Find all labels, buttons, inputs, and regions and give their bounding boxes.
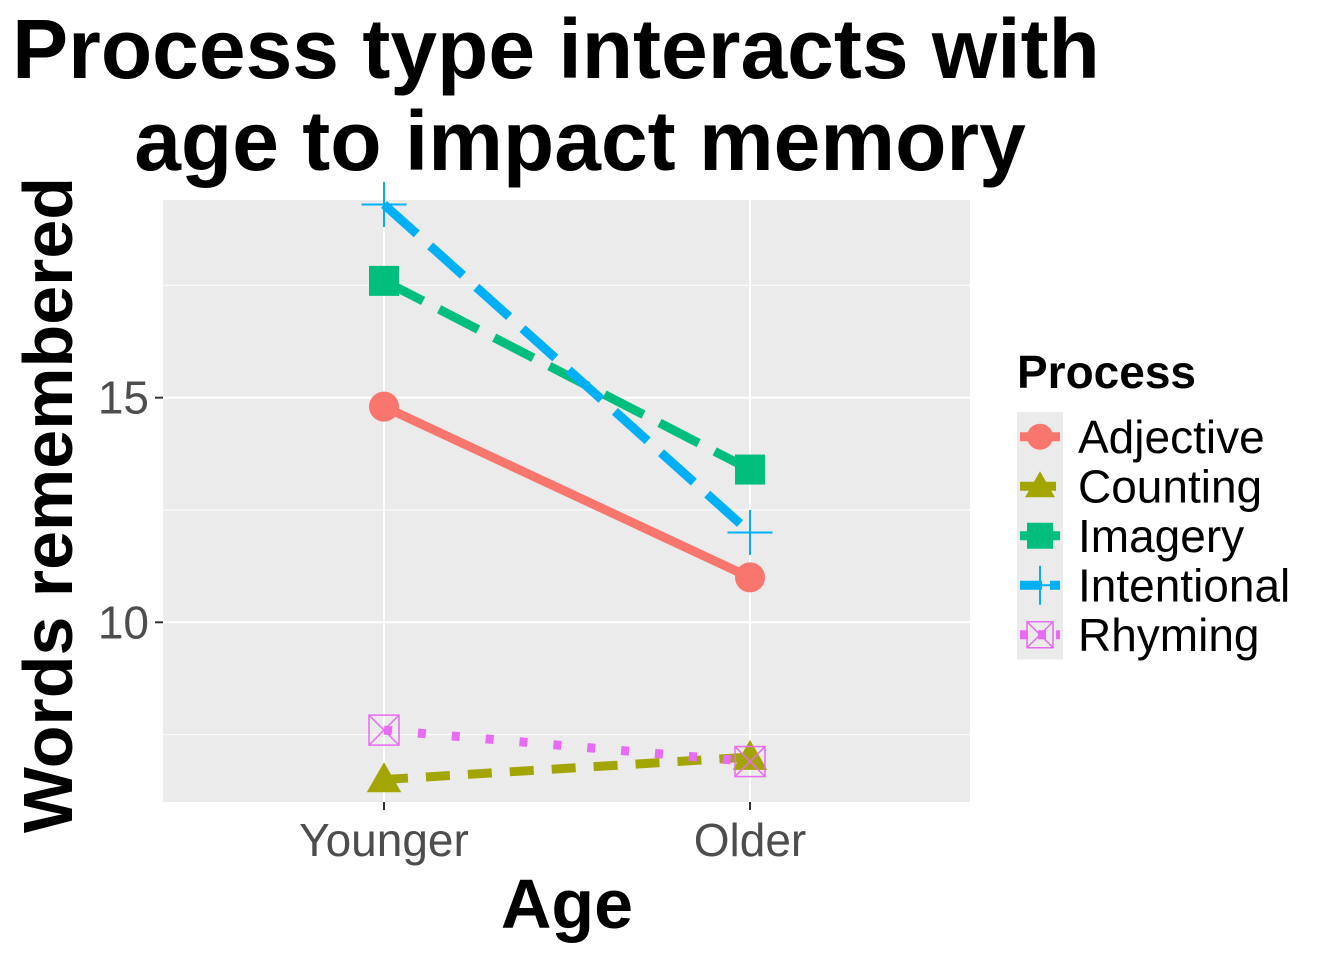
legend-key-marker [1020,565,1060,605]
legend-title: Process [1017,346,1196,398]
series-imagery-point-older [735,454,765,485]
series-imagery-point-younger [369,265,399,296]
chart-title-line-1: Process type interacts with [12,2,1100,96]
legend-item-counting: Counting [1017,460,1262,512]
plot-area: 10 15 Younger Older [98,181,970,866]
y-axis-title: Words remembered [9,177,87,833]
series-counting-point-older [732,739,768,770]
legend-label: Rhyming [1078,609,1260,661]
square-marker [369,265,399,296]
series-rhyming [368,714,766,778]
series-rhyming-point-younger [368,714,400,746]
circle-marker [735,562,765,593]
triangle-marker [732,739,768,770]
x-tick-label: Older [694,814,806,866]
legend-key-marker [1025,471,1055,498]
legend-item-intentional: Intentional [1017,559,1290,611]
triangle-marker [366,762,402,793]
square-marker [1027,522,1053,549]
series-adjective [369,391,765,593]
square-marker [735,454,765,485]
legend-key-marker [1026,621,1054,649]
series-intentional-point-younger [361,181,407,227]
squarex-marker-box [368,714,400,746]
legend: Process AdjectiveCountingImageryIntentio… [1017,346,1290,661]
legend-key-marker [1027,423,1053,450]
triangle-marker [1025,471,1055,498]
squarex-marker-box [734,745,766,778]
legend-label: Adjective [1078,411,1265,463]
series-adjective-point-younger [369,391,399,422]
series-adjective-point-older [735,562,765,593]
series-intentional-line [380,201,754,536]
legend-item-rhyming: Rhyming [1017,609,1260,661]
series-rhyming-line [383,725,751,767]
series-rhyming-point-older [734,745,766,778]
series-imagery-line [381,276,753,474]
y-tick-label: 15 [98,372,149,424]
legend-item-imagery: Imagery [1017,510,1244,562]
series-intentional [361,181,773,555]
legend-label: Counting [1078,460,1262,512]
circle-marker [369,391,399,422]
squarex-marker-diag2 [368,714,400,746]
series-intentional-point-older [727,509,773,555]
panel-background [163,200,970,802]
chart-title-line-2: age to impact memory [134,94,1026,188]
x-axis-title: Age [501,865,633,943]
series-imagery [369,265,765,485]
series-counting-point-younger [366,762,402,793]
circle-marker [1027,423,1053,450]
y-tick-label: 10 [98,596,149,648]
squarex-marker-box [1026,621,1054,649]
squarex-marker-diag2 [1026,621,1054,649]
x-tick-label: Younger [299,814,469,866]
legend-item-adjective: Adjective [1017,411,1265,463]
legend-key-marker [1027,522,1053,549]
squarex-marker-diag2 [734,746,766,778]
legend-label: Intentional [1078,559,1290,611]
legend-label: Imagery [1078,510,1244,562]
series-adjective-line [382,402,752,582]
